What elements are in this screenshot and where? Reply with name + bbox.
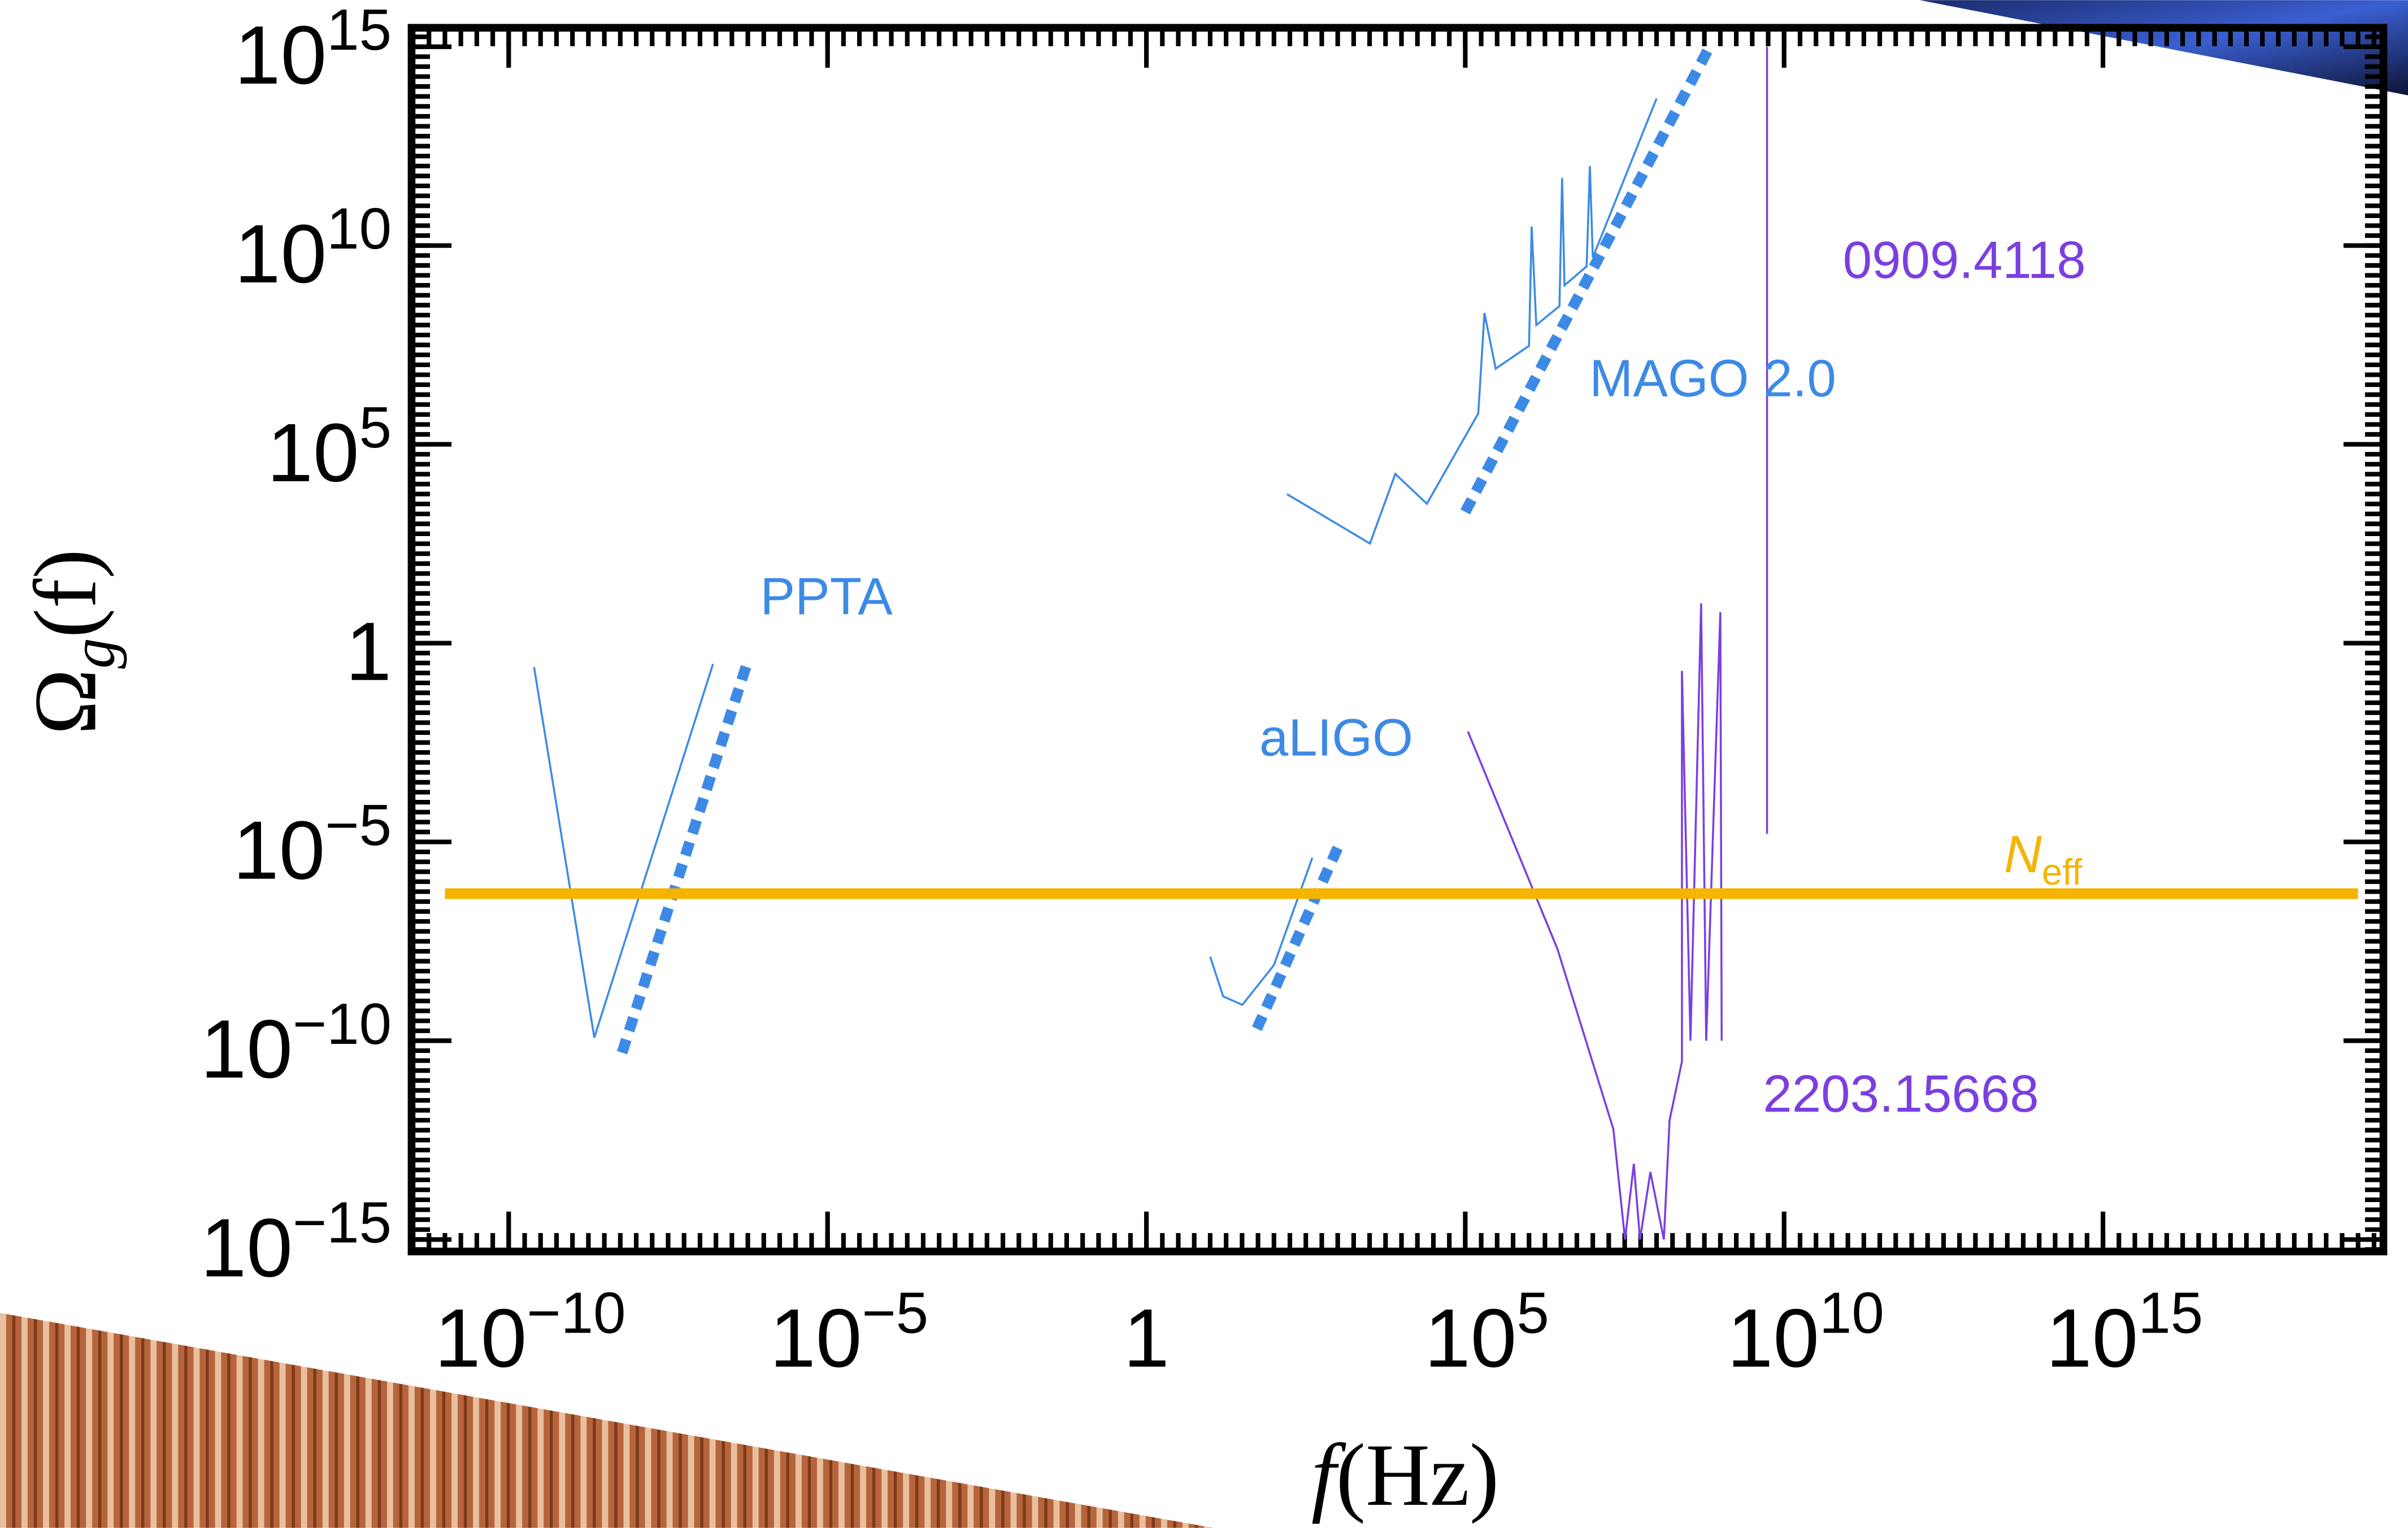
y-label-sub: g	[59, 638, 127, 668]
tick-label-base: 10	[234, 208, 327, 301]
series-line	[616, 659, 753, 1055]
annotation: Neff	[2004, 825, 2083, 893]
tick-label-exponent: −10	[527, 1281, 625, 1346]
tick-label-exponent: 10	[327, 196, 392, 261]
tick-label-exponent: 15	[327, 0, 392, 62]
tick-label-base: 10	[233, 804, 325, 897]
y-label-symbol: Ω	[17, 669, 115, 735]
tick-label: 1015	[2046, 1281, 2203, 1385]
tick-label: 1015	[234, 0, 392, 102]
x-label-unit: (Hz)	[1336, 1426, 1499, 1525]
tick-label-base: 10	[201, 1202, 293, 1295]
tick-label: 10−10	[201, 991, 392, 1096]
tick-label: 10−10	[434, 1281, 625, 1385]
series-line	[1467, 603, 1723, 1240]
y-label-arg: (f)	[17, 549, 115, 638]
tick-label-base: 10	[770, 1292, 862, 1385]
tick-label-exponent: 5	[359, 395, 392, 460]
tick-label: 1	[1123, 1292, 1170, 1385]
series-line	[1286, 98, 1658, 545]
annotation-text: PPTA	[760, 567, 893, 625]
annotation: MAGO 2.0	[1589, 349, 1836, 408]
tick-label: 10−5	[770, 1281, 928, 1385]
tick-label-base: 10	[1424, 1292, 1516, 1385]
tick-label-base: 10	[1727, 1292, 1819, 1385]
tick-label: 1010	[1727, 1281, 1884, 1385]
annotation-text: aLIGO	[1259, 708, 1413, 767]
x-axis-label: f(Hz)	[1311, 1426, 1499, 1525]
series-line	[1251, 839, 1346, 1031]
tick-label-exponent: −15	[293, 1190, 392, 1255]
tick-label-exponent: 15	[2138, 1281, 2203, 1346]
annotation: 2203.15668	[1763, 1064, 2038, 1123]
annotation-text: N	[2004, 825, 2042, 883]
tick-label: 10−5	[233, 793, 392, 897]
series-line	[1460, 42, 1715, 515]
tick-label-base: 1	[345, 606, 392, 698]
tick-label-base: 1	[1123, 1292, 1170, 1385]
tick-label: 105	[267, 395, 392, 499]
annotation: aLIGO	[1259, 708, 1413, 767]
y-axis-label: Ωg(f)	[17, 549, 128, 735]
tick-label-base: 10	[434, 1292, 527, 1385]
annotation-text: 0909.4118	[1843, 230, 2086, 289]
annotation: PPTA	[760, 567, 893, 625]
tick-label-exponent: −5	[862, 1281, 928, 1346]
tick-label-exponent: −10	[293, 991, 392, 1056]
annotation-text: 2203.15668	[1763, 1064, 2038, 1123]
tick-label-exponent: 10	[1819, 1281, 1884, 1346]
tick-label-base: 10	[2046, 1292, 2138, 1385]
annotation-text: MAGO 2.0	[1589, 349, 1836, 408]
plot-frame	[407, 24, 2388, 1256]
tick-label-base: 10	[234, 9, 327, 102]
tick-label-exponent: 5	[1516, 1281, 1549, 1346]
tick-label: 1	[345, 606, 392, 698]
decoration-image	[1919, 0, 2408, 95]
annotation-subscript: eff	[2042, 851, 2083, 893]
series-line	[1209, 857, 1314, 1006]
tick-label-base: 10	[201, 1003, 293, 1096]
tick-label: 105	[1424, 1281, 1549, 1385]
tick-label: 1010	[234, 196, 392, 301]
tick-label-exponent: −5	[325, 793, 392, 857]
series-line	[533, 663, 714, 1038]
tick-label: 10−15	[201, 1190, 392, 1295]
tick-label-base: 10	[267, 407, 359, 499]
annotation: 0909.4118	[1843, 230, 2086, 289]
